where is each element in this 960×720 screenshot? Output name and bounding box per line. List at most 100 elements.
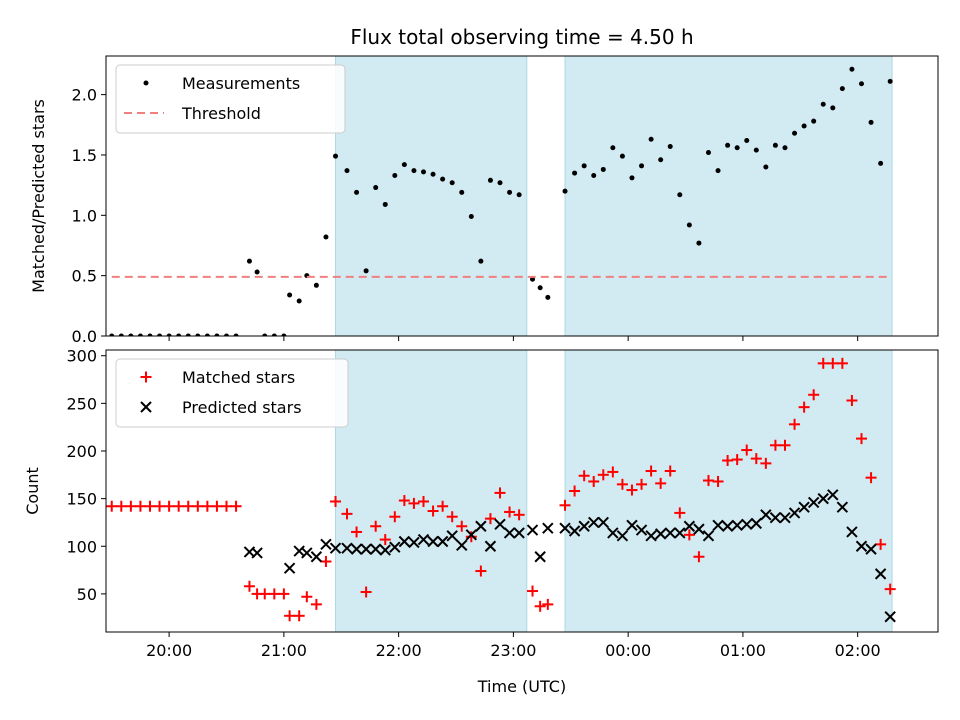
matched-point-12 bbox=[220, 500, 232, 512]
measurement-point-70 bbox=[782, 145, 788, 151]
predicted-point-24-b bbox=[494, 518, 506, 531]
bottom-legend-box bbox=[115, 358, 349, 428]
measurement-point-1 bbox=[118, 333, 124, 336]
matched-point-16 bbox=[259, 588, 271, 600]
measurement-point-58 bbox=[667, 144, 673, 150]
predicted-point-42 bbox=[674, 527, 686, 539]
predicted-point-25 bbox=[503, 527, 516, 539]
top-legend-box bbox=[115, 64, 346, 134]
predicted-point-26 bbox=[513, 527, 525, 539]
measurement-point-36 bbox=[449, 180, 455, 186]
predicted-point-43 bbox=[683, 520, 696, 532]
predicted-point-44-b bbox=[693, 523, 705, 535]
matched-point-7 bbox=[173, 500, 185, 512]
measurement-point-78 bbox=[858, 81, 864, 87]
matched-point-59 bbox=[674, 507, 686, 519]
predicted-point-41 bbox=[664, 527, 676, 539]
predicted-point-15-b bbox=[408, 536, 420, 549]
measurement-point-57 bbox=[658, 157, 664, 163]
bottom-y-tick-label-0: 50 bbox=[77, 585, 97, 604]
predicted-point-52-b bbox=[769, 511, 782, 524]
matched-point-74 bbox=[817, 357, 829, 369]
predicted-point-39-b bbox=[645, 530, 657, 542]
predicted-point-4 bbox=[301, 547, 313, 559]
predicted-point-21-b bbox=[465, 529, 478, 541]
measurement-point-13 bbox=[233, 333, 239, 336]
matched-point-65 bbox=[731, 454, 743, 466]
predicted-point-12 bbox=[379, 544, 391, 556]
predicted-point-6 bbox=[320, 538, 332, 551]
measurement-point-45 bbox=[537, 285, 543, 291]
predicted-point-64 bbox=[884, 611, 896, 623]
predicted-point-5-b bbox=[310, 551, 323, 563]
measurement-point-32 bbox=[411, 168, 417, 174]
matched-point-49 bbox=[578, 470, 590, 482]
predicted-point-17-b bbox=[427, 535, 439, 548]
predicted-point-9-b bbox=[350, 543, 363, 555]
measurement-point-7 bbox=[176, 333, 182, 336]
predicted-point-56 bbox=[807, 496, 820, 509]
bottom-y-tick-label-5: 300 bbox=[66, 347, 97, 366]
predicted-point-28 bbox=[534, 551, 546, 563]
measurement-point-26 bbox=[354, 189, 360, 195]
predicted-point-14-b bbox=[398, 535, 411, 548]
matched-point-34 bbox=[427, 505, 439, 517]
predicted-point-15 bbox=[408, 536, 420, 549]
predicted-point-62-b bbox=[865, 543, 877, 555]
measurement-point-80 bbox=[878, 160, 884, 166]
matched-point-52 bbox=[607, 466, 619, 478]
measurement-point-67 bbox=[753, 147, 759, 153]
measurement-point-60 bbox=[686, 222, 692, 228]
top-plot-area bbox=[109, 66, 893, 336]
matched-point-25 bbox=[341, 508, 353, 520]
predicted-point-48-b bbox=[731, 519, 743, 532]
matched-point-75 bbox=[827, 357, 839, 369]
matched-point-32 bbox=[408, 497, 420, 509]
top-y-tick-label-1: 0.5 bbox=[72, 267, 97, 286]
predicted-point-55-b bbox=[798, 501, 810, 513]
predicted-point-29-b bbox=[542, 522, 554, 534]
measurement-point-77 bbox=[849, 66, 855, 72]
matched-point-5 bbox=[154, 500, 166, 512]
matched-point-64 bbox=[722, 455, 734, 467]
measurement-point-27 bbox=[363, 268, 369, 274]
predicted-point-29 bbox=[542, 522, 554, 534]
predicted-point-60-b bbox=[846, 526, 858, 538]
measurement-point-10 bbox=[204, 333, 210, 336]
predicted-point-31 bbox=[568, 525, 581, 537]
predicted-point-37 bbox=[626, 519, 638, 532]
matched-point-66 bbox=[741, 444, 753, 456]
predicted-point-22-b bbox=[475, 520, 487, 532]
predicted-point-42-b bbox=[674, 527, 686, 539]
measurement-point-65 bbox=[734, 145, 740, 151]
measurement-point-63 bbox=[715, 168, 721, 174]
predicted-point-61 bbox=[855, 540, 868, 552]
measurement-point-62 bbox=[705, 150, 711, 156]
measurement-point-68 bbox=[763, 164, 769, 170]
measurement-point-75 bbox=[830, 105, 836, 111]
measurement-point-11 bbox=[214, 333, 220, 336]
matched-point-3 bbox=[134, 500, 146, 512]
predicted-point-18 bbox=[436, 535, 449, 548]
predicted-point-30-b bbox=[559, 522, 571, 534]
predicted-point-26-b bbox=[513, 527, 525, 539]
predicted-point-57 bbox=[817, 492, 829, 505]
matched-point-33 bbox=[417, 495, 429, 507]
predicted-point-12-b bbox=[379, 544, 391, 556]
x-tick-label-4: 00:00 bbox=[605, 641, 651, 660]
predicted-point-54-b bbox=[788, 507, 801, 519]
predicted-point-11-b bbox=[369, 543, 382, 555]
matched-point-29 bbox=[379, 534, 391, 546]
top-axes-frame bbox=[105, 55, 939, 337]
matched-point-26 bbox=[351, 526, 363, 538]
measurement-point-46 bbox=[545, 294, 551, 300]
measurement-point-59 bbox=[677, 192, 683, 198]
predicted-point-7 bbox=[329, 542, 342, 554]
predicted-point-20 bbox=[456, 539, 468, 552]
measurement-point-23 bbox=[323, 234, 329, 240]
matched-point-78 bbox=[855, 433, 867, 445]
predicted-point-20-b bbox=[456, 539, 468, 552]
measurement-point-40 bbox=[487, 177, 493, 183]
measurement-point-31 bbox=[401, 162, 407, 168]
bottom-axes-frame bbox=[105, 349, 939, 633]
